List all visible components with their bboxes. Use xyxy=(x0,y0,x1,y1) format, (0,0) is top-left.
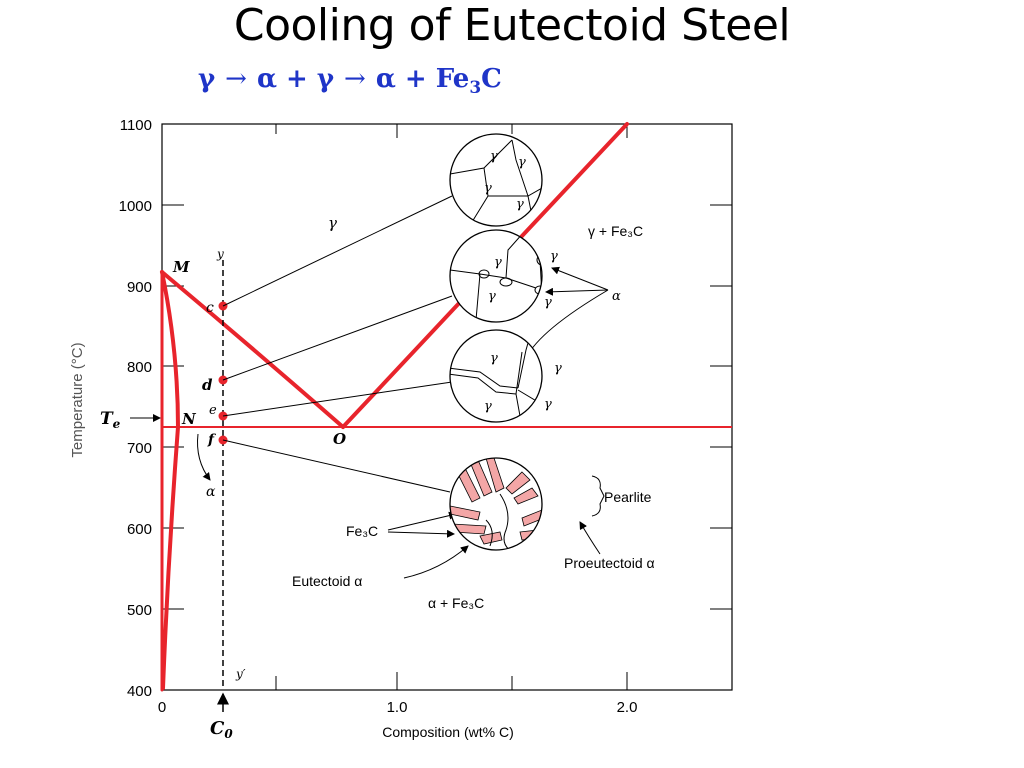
phase-gamma-fe3c: γ + Fe₃C xyxy=(588,223,643,239)
leader-d xyxy=(222,295,453,381)
alpha-solvus-lower xyxy=(161,425,180,690)
y-tick-800: 800 xyxy=(127,359,152,376)
label-f: f xyxy=(207,432,217,448)
alpha-arrow-3 xyxy=(525,289,609,359)
y-tick-600: 600 xyxy=(127,521,152,538)
label-eutectoid-alpha: Eutectoid α xyxy=(292,573,362,589)
label-M: M xyxy=(172,258,190,276)
micro2-g4: γ xyxy=(544,295,552,310)
y-axis-label: Temperature (°C) xyxy=(69,342,86,457)
micro1-g4: γ xyxy=(516,197,524,212)
x-axis-title: Composition (wt% C) xyxy=(382,724,513,740)
label-proeutectoid-alpha: Proeutectoid α xyxy=(564,555,655,571)
x-tick-0: 0 xyxy=(158,699,166,716)
micro1-g2: γ xyxy=(518,155,526,170)
label-N: N xyxy=(181,410,197,428)
y-tick-400: 400 xyxy=(127,683,152,700)
leader-f xyxy=(222,439,451,493)
micro3-g4: γ xyxy=(544,397,552,412)
micro1-g3: γ xyxy=(484,181,492,196)
phase-alpha-left: α xyxy=(206,484,216,500)
eutectoid-alpha-arrow xyxy=(403,545,469,579)
reaction-alpha-fe: α + Fe xyxy=(375,64,470,94)
micro3-g1: γ xyxy=(490,351,498,366)
y-tick-500: 500 xyxy=(127,602,152,619)
leader-lines xyxy=(197,195,609,579)
y-tick-1100: 1100 xyxy=(120,117,152,134)
phase-diagram: 1100 1000 900 800 700 600 500 400 Temper… xyxy=(69,117,733,741)
proeutectoid-alpha-arrow xyxy=(579,521,601,555)
microstructure-gamma: γ γ γ γ xyxy=(449,133,543,227)
a3-line xyxy=(160,270,345,429)
label-c: c xyxy=(206,300,214,316)
fe3c-arrow-2 xyxy=(387,529,455,538)
reaction-subscript: 3 xyxy=(469,78,482,99)
label-pearlite: Pearlite xyxy=(604,489,652,505)
y-tick-900: 900 xyxy=(127,279,152,296)
fe3c-arrow-1 xyxy=(387,511,457,531)
label-y-prime: y′ xyxy=(235,667,246,681)
alpha-solvus-upper xyxy=(160,270,180,429)
microstructure-alpha-nucleation: γ γ γ γ xyxy=(449,229,558,323)
slide-title: Cooling of Eutectoid Steel xyxy=(233,0,791,51)
micro3-g2: γ xyxy=(554,361,562,376)
y-tick-700: 700 xyxy=(127,440,152,457)
alpha-arrow-1 xyxy=(551,266,609,291)
micro3-g3: γ xyxy=(484,399,492,414)
label-O: O xyxy=(333,430,346,448)
micro1-g1: γ xyxy=(490,149,498,164)
pearlite-brace xyxy=(591,475,605,517)
x-tick-2: 2.0 xyxy=(617,699,638,716)
phase-gamma: γ xyxy=(328,214,337,232)
phase-alpha-right: α xyxy=(612,289,621,304)
phase-boundaries xyxy=(160,122,629,692)
label-Te: Te xyxy=(100,409,121,431)
micro2-g1: γ xyxy=(494,255,502,270)
leader-c xyxy=(222,195,453,307)
alpha-left-arrow xyxy=(197,433,211,481)
label-C0: C0 xyxy=(210,718,233,741)
phase-alpha-fe3c: α + Fe₃C xyxy=(428,595,484,611)
x-tick-1: 1.0 xyxy=(387,699,408,716)
leader-e xyxy=(222,381,453,417)
reaction-alpha-gamma: α + γ xyxy=(256,64,335,94)
reaction-gamma: γ xyxy=(198,64,216,94)
microstructure-pearlite xyxy=(449,457,543,551)
y-tick-1000: 1000 xyxy=(119,198,152,215)
label-d: d xyxy=(202,376,213,394)
label-y: y xyxy=(216,247,224,261)
x-ticks xyxy=(161,124,628,690)
micro2-g3: γ xyxy=(488,289,496,304)
reaction-arrow-1: → xyxy=(225,64,247,94)
reaction-equation: γ → α + γ → α + Fe3C xyxy=(198,64,502,98)
microstructure-alpha-growth: γ γ γ γ xyxy=(449,329,562,423)
label-fe3c: Fe₃C xyxy=(346,523,378,539)
micro2-g2: γ xyxy=(550,249,558,264)
alpha-arrow-2 xyxy=(545,287,609,296)
label-e: e xyxy=(209,403,217,418)
reaction-carbon: C xyxy=(481,64,502,94)
reaction-arrow-2: → xyxy=(344,64,366,94)
